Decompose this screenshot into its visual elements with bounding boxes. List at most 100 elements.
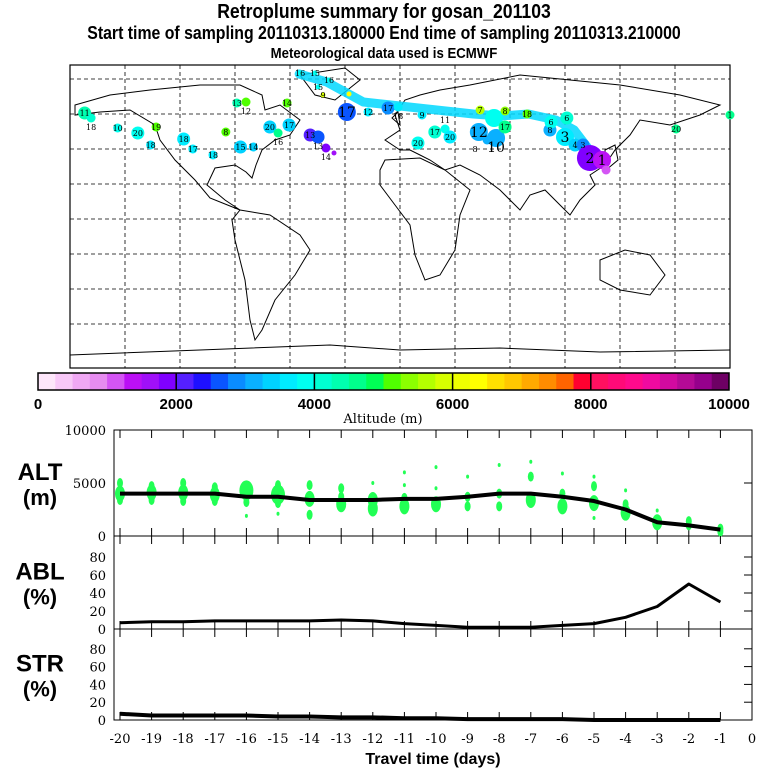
series-line: [120, 491, 721, 532]
altitude-scatter-point: [655, 508, 659, 513]
plume-bubble: [487, 129, 506, 147]
colorbar-cell: [538, 373, 557, 390]
colorbar-cell: [89, 373, 108, 390]
altitude-scatter-point: [402, 483, 406, 488]
bubble-day-label: 13: [313, 142, 323, 151]
x-tick-label: -7: [524, 732, 537, 747]
altitude-scatter-point: [117, 494, 123, 505]
colorbar-tick-label: 2000: [160, 396, 193, 413]
colorbar-cell: [590, 373, 609, 390]
met-data-label: Meteorological data used is ECMWF: [270, 45, 498, 62]
plume-bubble: [312, 70, 318, 76]
bubble-day-label: 14: [248, 143, 258, 152]
bubble-day-label: 18: [179, 135, 189, 144]
colorbar-cell: [418, 373, 436, 390]
plume-bubble: [315, 84, 321, 90]
altitude-scatter-point: [306, 509, 313, 520]
y-tick-label: 0: [98, 530, 106, 545]
plume-bubble: [346, 91, 352, 97]
chart-title: Retroplume summary for gosan_201103: [217, 1, 551, 23]
bubble-day-label: 18: [393, 112, 403, 121]
altitude-scatter-point: [338, 483, 345, 494]
y-tick-label: 40: [89, 678, 106, 693]
plume-bubble: [725, 110, 735, 120]
x-tick-label: -12: [362, 732, 383, 747]
x-tick-label: -19: [141, 732, 162, 747]
altitude-scatter-point: [624, 488, 628, 493]
bubble-day-label: 11: [440, 116, 450, 125]
bubble-day-label: 12: [363, 108, 373, 117]
bubble-day-label: 18: [522, 110, 532, 119]
altitude-scatter-point: [525, 491, 536, 508]
colorbar-cell: [487, 373, 505, 390]
coastline: [391, 110, 401, 127]
x-tick-label: -10: [426, 732, 447, 747]
bubble-day-label: 14: [282, 99, 292, 108]
colorbar-tick-label: 6000: [436, 396, 469, 413]
colorbar-cell: [228, 373, 246, 390]
bubble-day-label: 13: [232, 99, 242, 108]
colorbar-cell: [331, 373, 350, 390]
colorbar-cell: [469, 373, 488, 390]
bubble-day-label: 11: [80, 109, 90, 118]
bubble-day-label: 8: [547, 126, 552, 135]
plume-bubble: [320, 92, 326, 98]
altitude-scatter-point: [497, 462, 501, 467]
colorbar-cell: [262, 373, 281, 390]
colorbar-cell: [625, 373, 644, 390]
bubble-day-label: 3: [561, 130, 570, 146]
plume-bubble: [428, 125, 442, 139]
plume-bubble: [485, 109, 504, 127]
series-line: [119, 582, 722, 629]
y-tick-label: 40: [89, 587, 106, 602]
bubble-day-label: 15: [313, 83, 323, 92]
colorbar-cell: [176, 373, 194, 390]
x-tick-label: -1: [714, 732, 727, 747]
coastline: [384, 74, 722, 216]
antarctica-coastline: [69, 344, 731, 356]
plume-bubble: [500, 106, 510, 116]
y-tick-label: 5000: [73, 477, 106, 492]
plume-bubble: [131, 126, 145, 140]
altitude-scatter-point: [243, 497, 250, 508]
plume-bubble: [331, 150, 337, 156]
plume-bubble: [498, 120, 512, 134]
colorbar-cell: [452, 373, 471, 390]
x-tick-label: -3: [651, 732, 664, 747]
altitude-scatter-point: [180, 496, 187, 507]
panel-ylabel-unit: (m): [23, 485, 57, 510]
plume-bubble: [248, 142, 258, 152]
colorbar-cell: [521, 373, 540, 390]
altitude-scatter-point: [399, 498, 410, 515]
altitude-scatter-point: [591, 481, 597, 492]
bubble-day-label: 16: [324, 76, 334, 85]
altitude-scatter-point: [367, 500, 378, 517]
plume-bubble: [326, 77, 332, 83]
plume-bubble: [241, 97, 251, 107]
coastline: [74, 84, 301, 211]
bubble-day-label: 20: [265, 123, 275, 132]
plume-bubble: [381, 101, 395, 115]
altitude-scatter-point: [371, 481, 375, 485]
colorbar-cell: [711, 373, 730, 390]
x-tick-label: -4: [619, 732, 632, 747]
plume-bubble: [556, 128, 574, 146]
colorbar-cell: [193, 373, 212, 390]
plume-bubble: [151, 122, 161, 132]
bubble-day-label: 17: [383, 104, 393, 113]
colorbar-cell: [158, 373, 177, 390]
bubble-day-label: 9: [419, 111, 424, 120]
altitude-scatter-point: [244, 513, 248, 518]
bubble-day-label: 17: [284, 121, 294, 130]
y-tick-label: 20: [89, 605, 106, 620]
bubble-day-label: 14: [321, 153, 331, 162]
x-tick-label: -20: [110, 732, 131, 747]
colorbar-cell: [38, 373, 56, 390]
colorbar-cell: [366, 373, 384, 390]
plume-bubble: [282, 118, 296, 132]
panel-ylabel: ABL: [15, 559, 64, 586]
bubble-day-label: 17: [500, 123, 510, 132]
bubble-day-label: 20: [445, 133, 455, 142]
plume-bubble: [482, 135, 492, 145]
